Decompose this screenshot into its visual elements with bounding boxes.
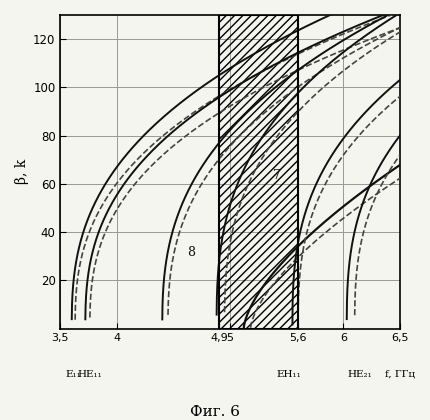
Y-axis label: β, k: β, k [15, 159, 29, 184]
Text: HE₁₁: HE₁₁ [77, 370, 102, 378]
Text: 7: 7 [273, 169, 281, 182]
Bar [219, 15, 298, 328]
Text: HE₂₁: HE₂₁ [348, 370, 373, 378]
Text: Фиг. 6: Фиг. 6 [190, 405, 240, 419]
Text: E₁₁: E₁₁ [65, 370, 81, 378]
Text: 8: 8 [187, 246, 195, 259]
Text: f, ГГц: f, ГГц [385, 370, 415, 378]
Text: EH₁₁: EH₁₁ [276, 370, 301, 378]
